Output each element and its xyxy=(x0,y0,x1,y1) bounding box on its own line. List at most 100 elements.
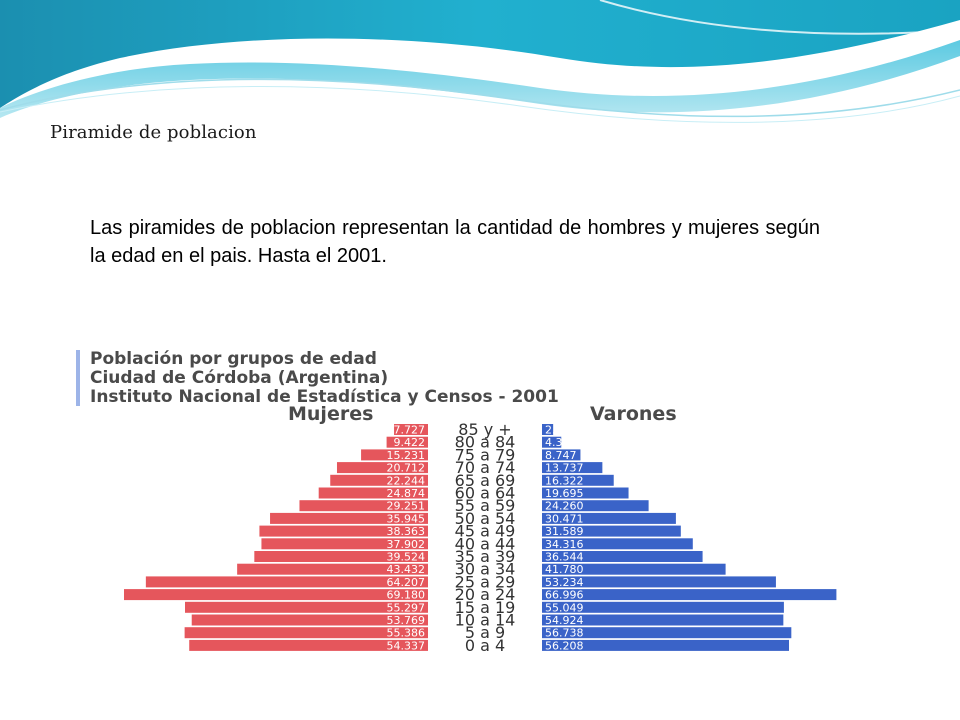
title-accent-bar xyxy=(76,350,80,406)
bar-varones-2 xyxy=(542,449,581,461)
label-mujeres-1: 9.422 xyxy=(394,436,426,449)
bar-varones-13 xyxy=(542,589,837,601)
label-varones-5: 19.695 xyxy=(545,487,584,500)
series-header-mujeres: Mujeres xyxy=(288,403,373,425)
bars-layer: 7.727 2.538 85 y + 9.422 4.384 80 a 84 15.231 8… xyxy=(124,420,837,655)
label-mujeres-11: 43.432 xyxy=(387,563,426,576)
bar-varones-10 xyxy=(542,551,703,562)
label-varones-8: 31.589 xyxy=(545,525,584,538)
label-mujeres-16: 55.386 xyxy=(387,627,426,640)
label-mujeres-8: 38.363 xyxy=(387,525,426,538)
bar-varones-14 xyxy=(542,601,784,613)
series-header-varones: Varones xyxy=(590,403,677,425)
age-group-label-16: 5 a 9 xyxy=(465,623,505,642)
bar-mujeres-0 xyxy=(394,424,428,435)
age-group-label-12: 25 a 29 xyxy=(455,572,516,591)
bar-varones-12 xyxy=(542,576,776,588)
label-varones-4: 16.322 xyxy=(545,474,584,487)
label-mujeres-3: 20.712 xyxy=(387,462,426,475)
age-group-label-5: 60 a 64 xyxy=(455,484,516,503)
label-mujeres-6: 29.251 xyxy=(387,500,426,513)
bar-mujeres-11 xyxy=(237,563,428,575)
label-varones-16: 56.738 xyxy=(545,627,584,640)
bar-mujeres-6 xyxy=(299,500,428,512)
chart-title-line-3: Instituto Nacional de Estadística y Cens… xyxy=(90,387,559,407)
label-varones-3: 13.737 xyxy=(545,462,584,475)
label-mujeres-13: 69.180 xyxy=(387,589,426,602)
label-varones-0: 2.538 xyxy=(545,424,577,437)
label-mujeres-15: 53.769 xyxy=(387,614,426,627)
bar-mujeres-12 xyxy=(145,576,428,588)
chart-title-line-1: Población por grupos de edad xyxy=(90,349,377,369)
chart-title-line-2: Ciudad de Córdoba (Argentina) xyxy=(90,368,388,388)
bar-varones-6 xyxy=(542,500,649,512)
label-varones-2: 8.747 xyxy=(545,449,577,462)
label-varones-15: 54.924 xyxy=(545,614,584,627)
bar-mujeres-5 xyxy=(318,487,428,499)
header-wave-decoration xyxy=(0,0,960,123)
series-headers: Mujeres Varones xyxy=(288,403,677,425)
bar-mujeres-13 xyxy=(124,589,428,601)
age-group-label-1: 80 a 84 xyxy=(455,433,516,452)
bar-mujeres-9 xyxy=(261,538,428,550)
label-varones-14: 55.049 xyxy=(545,601,584,614)
label-varones-7: 30.471 xyxy=(545,512,584,525)
age-group-label-8: 45 a 49 xyxy=(455,522,516,541)
age-group-label-4: 65 a 69 xyxy=(455,471,516,490)
bar-mujeres-16 xyxy=(184,627,428,639)
bar-varones-0 xyxy=(542,424,554,435)
label-mujeres-14: 55.297 xyxy=(387,601,426,614)
age-group-label-7: 50 a 54 xyxy=(455,509,516,528)
bar-varones-9 xyxy=(542,538,693,550)
bar-varones-16 xyxy=(542,627,792,639)
bar-varones-17 xyxy=(542,639,789,651)
bar-varones-5 xyxy=(542,487,629,499)
bar-varones-8 xyxy=(542,525,681,537)
bar-mujeres-8 xyxy=(259,525,428,537)
label-mujeres-0: 7.727 xyxy=(394,424,426,437)
age-group-label-10: 35 a 39 xyxy=(455,547,516,566)
bar-varones-3 xyxy=(542,462,603,474)
label-varones-17: 56.208 xyxy=(545,639,584,652)
age-group-label-0: 85 y + xyxy=(458,420,511,439)
bar-mujeres-14 xyxy=(185,601,428,613)
label-mujeres-5: 24.874 xyxy=(387,487,426,500)
label-varones-13: 66.996 xyxy=(545,589,584,602)
label-varones-9: 34.316 xyxy=(545,538,584,551)
bar-mujeres-2 xyxy=(361,449,428,461)
label-mujeres-2: 15.231 xyxy=(387,449,426,462)
bar-varones-7 xyxy=(542,512,676,524)
label-mujeres-17: 54.337 xyxy=(387,639,426,652)
slide-title: Piramide de poblacion xyxy=(50,122,257,143)
label-varones-10: 36.544 xyxy=(545,551,584,564)
age-group-label-13: 20 a 24 xyxy=(455,585,516,604)
age-group-label-14: 15 a 19 xyxy=(455,598,516,617)
bar-mujeres-4 xyxy=(330,474,428,486)
age-group-label-11: 30 a 34 xyxy=(455,560,516,579)
bar-varones-1 xyxy=(542,436,562,448)
age-group-label-2: 75 a 79 xyxy=(455,445,516,464)
bar-varones-4 xyxy=(542,474,614,486)
label-varones-11: 41.780 xyxy=(545,563,584,576)
bar-mujeres-10 xyxy=(254,551,428,562)
slide-body-text: Las piramides de poblacion representan l… xyxy=(90,217,820,267)
label-varones-6: 24.260 xyxy=(545,500,584,513)
age-group-label-17: 0 a 4 xyxy=(465,636,505,655)
label-mujeres-12: 64.207 xyxy=(387,576,426,589)
label-mujeres-9: 37.902 xyxy=(387,538,426,551)
age-group-label-15: 10 a 14 xyxy=(455,611,516,630)
bar-mujeres-17 xyxy=(189,639,428,651)
bar-mujeres-15 xyxy=(191,614,428,626)
age-group-label-3: 70 a 74 xyxy=(455,458,516,477)
bar-varones-11 xyxy=(542,563,726,575)
age-group-label-6: 55 a 59 xyxy=(455,496,516,515)
age-group-label-9: 40 a 44 xyxy=(455,534,516,553)
label-mujeres-10: 39.524 xyxy=(387,551,426,564)
label-varones-1: 4.384 xyxy=(545,436,577,449)
bar-varones-15 xyxy=(542,614,784,626)
bar-mujeres-3 xyxy=(336,462,428,474)
bar-mujeres-7 xyxy=(270,512,428,524)
bar-mujeres-1 xyxy=(386,436,428,448)
